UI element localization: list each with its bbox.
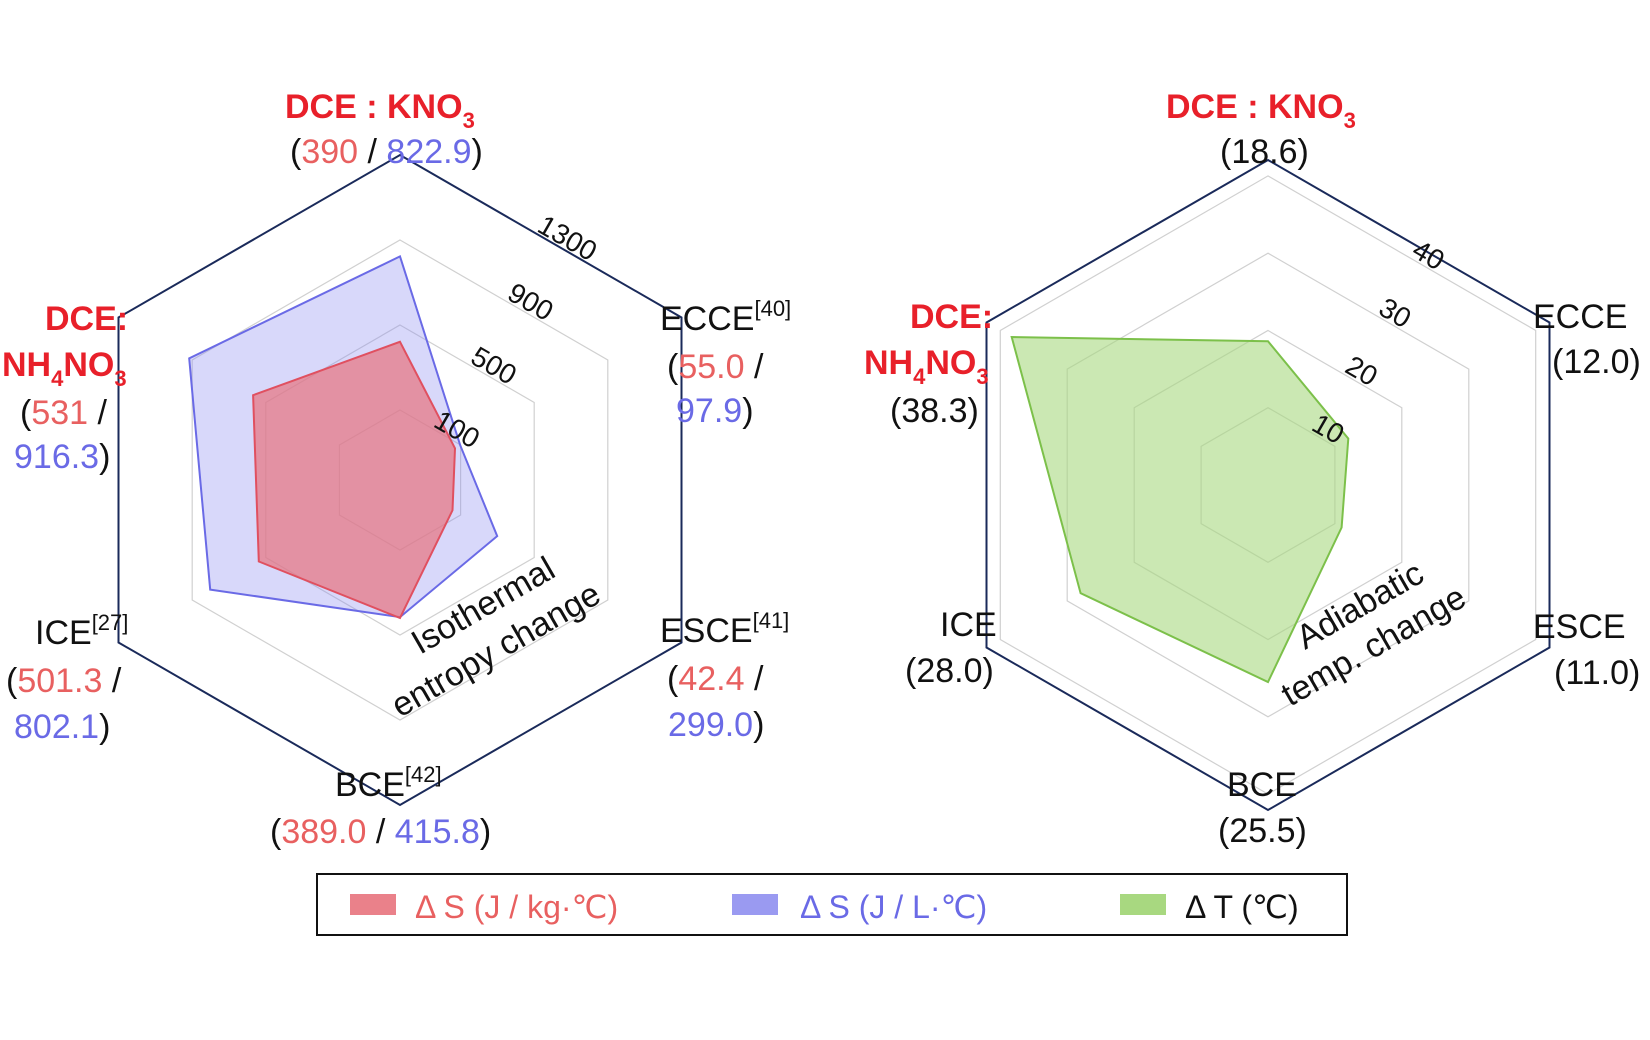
series-mass-entropy: [252, 340, 457, 620]
right-axis-label-nh4no3-1: DCE:: [910, 298, 993, 336]
left-axis-value-nh4no3-2: 916.3): [14, 438, 110, 476]
tick-label: 500: [466, 340, 522, 390]
left-axis-value-esce-2: 299.0): [668, 706, 764, 744]
series-adiabatic-temp: [1010, 335, 1350, 684]
grid-ring: [191, 239, 609, 721]
right-axis-value-ice: (28.0): [905, 652, 994, 690]
right-axis-label-bce: BCE: [1227, 766, 1297, 804]
tick-label: 1300: [533, 209, 602, 267]
left-axis-value-ice-2: 802.1): [14, 708, 110, 746]
tick-label: 40: [1407, 234, 1449, 276]
left-axis-label-top: DCE : KNO3: [285, 88, 475, 133]
left-axis-value-ice: (501.3 /: [6, 662, 122, 700]
right-axis-label-nh4no3-2: NH4NO3: [864, 344, 989, 389]
tick-label: 30: [1374, 292, 1416, 334]
left-axis-label-nh4no3-2: NH4NO3: [2, 346, 127, 391]
legend: Δ S (J / kg·℃) Δ S (J / L·℃) Δ T (℃): [316, 873, 1348, 936]
legend-swatch-mass: [350, 894, 396, 915]
legend-box: [316, 873, 1348, 936]
tick-label: 20: [1340, 350, 1382, 392]
left-axis-label-ecce: ECCE[40]: [660, 296, 791, 338]
left-frame: [117, 153, 683, 807]
left-axis-label-esce: ESCE[41]: [660, 608, 789, 650]
right-axis-label-ecce: ECCE: [1533, 298, 1627, 336]
right-axis-value-ecce: (12.0): [1552, 343, 1641, 381]
right-axis-label-esce: ESCE: [1533, 608, 1626, 646]
legend-label-vol: Δ S (J / L·℃): [800, 889, 987, 925]
left-axis-label-bce: BCE[42]: [335, 762, 442, 804]
right-frame: [985, 158, 1551, 812]
left-axis-value-esce: (42.4 /: [667, 660, 764, 698]
legend-label-dt: Δ T (℃): [1185, 889, 1299, 925]
right-axis-value-top: (18.6): [1220, 133, 1309, 171]
right-axis-label-top: DCE : KNO3: [1166, 88, 1356, 133]
left-axis-value-ecce: (55.0 /: [667, 348, 764, 386]
right-axis-value-nh4no3: (38.3): [890, 392, 979, 430]
left-axis-label-nh4no3-1: DCE:: [45, 300, 128, 338]
tick-label: 900: [503, 277, 559, 327]
legend-swatch-vol: [732, 894, 778, 915]
left-axis-label-ice: ICE[27]: [35, 610, 128, 652]
left-axis-value-bce: (389.0 / 415.8): [270, 813, 491, 851]
right-axis-value-bce: (25.5): [1218, 812, 1307, 850]
grid-ring: [999, 175, 1537, 795]
left-axis-value-ecce-2: 97.9): [676, 392, 754, 430]
legend-label-mass: Δ S (J / kg·℃): [415, 889, 618, 925]
legend-swatch-dt: [1120, 894, 1166, 915]
right-axis-label-ice: ICE: [940, 606, 997, 644]
left-axis-value-top: (390 / 822.9): [290, 133, 483, 171]
right-axis-value-esce: (11.0): [1554, 654, 1640, 692]
left-axis-value-nh4no3: (531 /: [20, 394, 108, 432]
